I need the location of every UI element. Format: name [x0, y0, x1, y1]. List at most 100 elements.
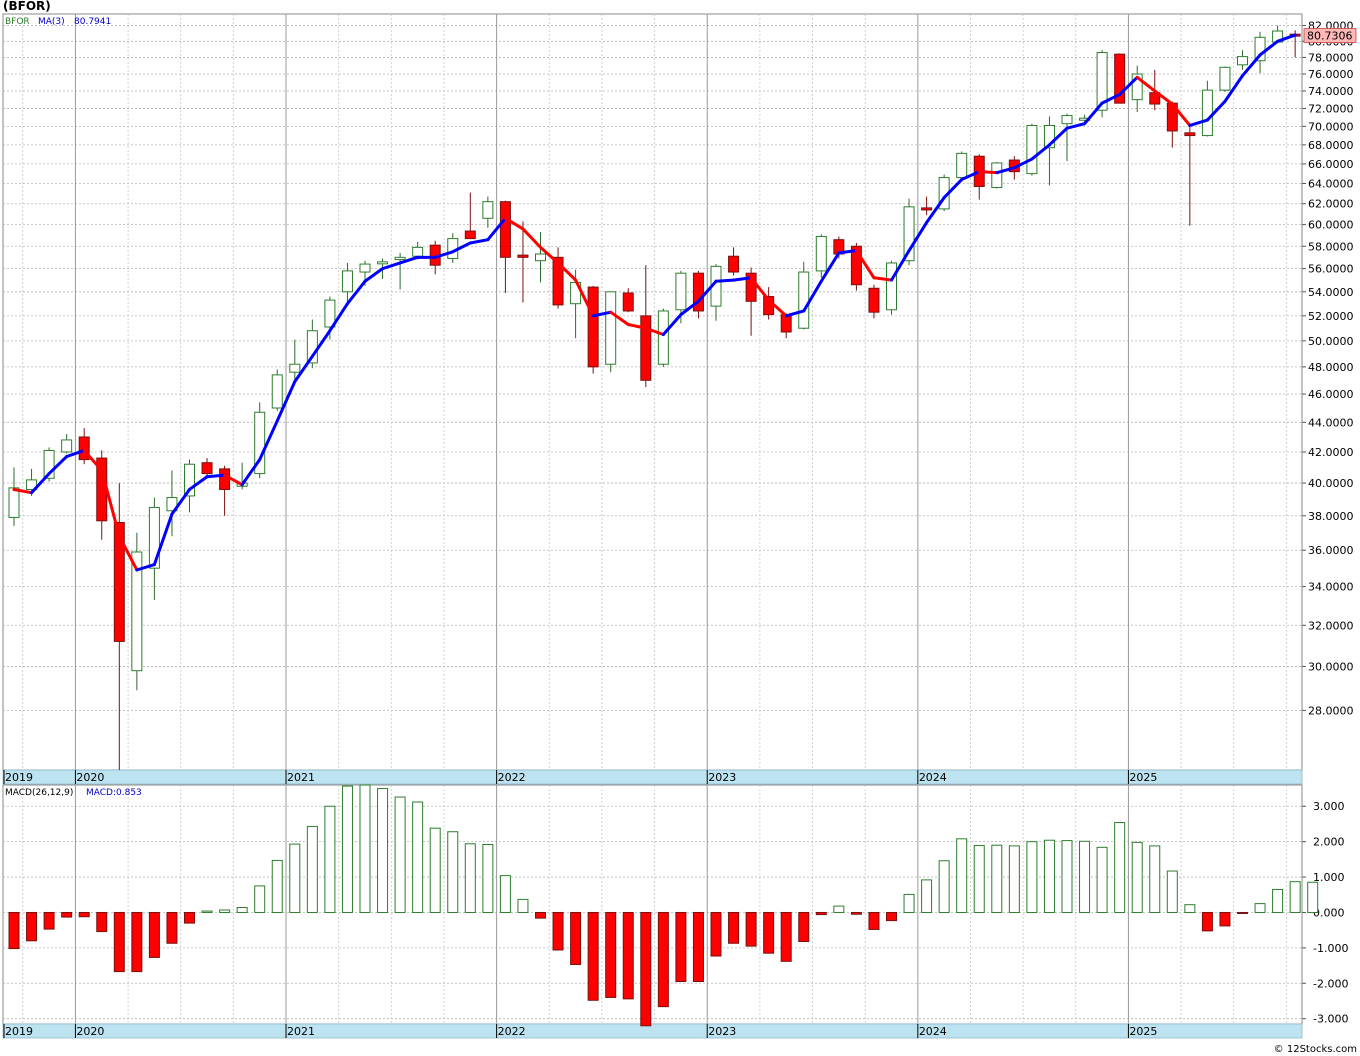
candle: [61, 434, 73, 454]
ma-line-segment: [1083, 101, 1104, 126]
macd-bar-positive: [956, 838, 968, 913]
candle-body-up: [1201, 89, 1213, 137]
legend-symbol: BFOR: [5, 17, 30, 27]
ma-line-segment: [890, 249, 911, 282]
candle: [657, 308, 669, 367]
candle-body-up: [605, 291, 617, 365]
macd-bar-positive: [289, 843, 301, 913]
ma-line-segment: [574, 278, 595, 318]
ma-line-segment: [854, 249, 876, 280]
candle: [201, 458, 213, 477]
candle: [43, 447, 55, 482]
ma-line-segment: [117, 534, 139, 572]
candle: [1237, 50, 1248, 70]
macd-bar-positive: [903, 893, 915, 913]
candle-body-up: [184, 463, 195, 497]
macd-bar-negative: [675, 911, 687, 983]
candle-body-up: [412, 246, 424, 257]
candle-body-up: [377, 261, 389, 265]
candle: [271, 369, 283, 411]
macd-bar-positive: [306, 825, 318, 913]
candle: [991, 161, 1003, 189]
ma-line-segment: [1188, 118, 1209, 127]
candle-body-up: [991, 162, 1003, 189]
ma-line-segment: [784, 309, 806, 318]
price-y-tick-label: 36.0000: [1308, 544, 1354, 557]
candle: [903, 198, 915, 266]
candle: [464, 192, 476, 240]
ma-line-segment: [714, 278, 736, 283]
ma-line-segment: [451, 241, 472, 254]
price-y-tick-label: 44.0000: [1308, 416, 1354, 429]
ma-line-segment: [468, 238, 490, 245]
candle-body-up: [254, 411, 266, 475]
candle-body-up: [1219, 66, 1231, 91]
candle: [798, 261, 810, 330]
candle-body-up: [657, 310, 669, 365]
last-price-label: 80.7306: [1307, 30, 1353, 43]
price-y-tick-label: 70.0000: [1308, 120, 1354, 133]
candle: [148, 497, 160, 600]
macd-panel: 3.000 2.000 1.000 0.000 -1.000 -2.000 -3.000 20…: [2, 784, 1348, 1039]
candle: [254, 402, 266, 479]
macd-bar-negative: [657, 911, 669, 1008]
price-panel: 82.000080.000078.000076.000074.000072.00…: [2, 13, 1357, 785]
macd-y-tick-label: 1.000: [1313, 871, 1345, 884]
macd-bar-positive: [482, 843, 494, 913]
candle: [517, 221, 529, 303]
price-y-tick-label: 48.0000: [1308, 361, 1354, 374]
macd-bar-negative: [184, 911, 195, 924]
ma-line-segment: [907, 221, 929, 253]
candle: [921, 196, 933, 216]
macd-bar-positive: [429, 827, 441, 913]
macd-bar-positive: [271, 859, 283, 913]
macd-bar-positive: [991, 844, 1003, 913]
candle-body-up: [482, 201, 494, 219]
macd-bar-negative: [113, 911, 125, 973]
macd-bar-negative: [552, 911, 564, 951]
price-y-tick-label: 72.0000: [1308, 102, 1354, 115]
ma-line-segment: [328, 302, 349, 333]
ma-line-segment: [1258, 39, 1280, 57]
price-x-axis-bar: [2, 769, 1303, 785]
macd-bar-negative: [850, 911, 862, 915]
price-x-tick-label: 2019: [5, 771, 33, 784]
candle-body-up: [675, 272, 687, 311]
macd-x-tick-label: 2020: [76, 1025, 104, 1038]
macd-bar-positive: [1254, 903, 1266, 913]
candle: [692, 270, 704, 319]
ma-line-segment: [152, 512, 174, 567]
ma-line-segment: [275, 380, 297, 423]
macd-x-tick-label: 2022: [498, 1025, 526, 1038]
price-x-tick-label: 2024: [919, 771, 947, 784]
candle-body-up: [956, 152, 968, 179]
macd-bar-positive: [938, 860, 950, 913]
macd-bar-negative: [728, 911, 740, 944]
ma-line-segment: [837, 249, 858, 255]
ma-line-segment: [170, 487, 191, 516]
macd-bar-negative: [78, 911, 90, 918]
ma-line-segment: [293, 354, 314, 384]
last-price-tag: [1303, 28, 1357, 43]
candle-body-up: [1061, 115, 1073, 125]
macd-x-tick-label: 2024: [919, 1025, 947, 1038]
candle-body-up: [289, 363, 301, 373]
price-x-tick-label: 2025: [1129, 771, 1157, 784]
price-y-tick-label: 64.0000: [1308, 178, 1354, 191]
candle-body-up: [1254, 36, 1266, 62]
candle-body-down: [552, 256, 564, 306]
ma-line-segment: [1118, 75, 1139, 96]
candle-body-up: [798, 271, 810, 329]
price-y-tick-label: 68.0000: [1308, 139, 1354, 152]
ma-line-segment: [398, 255, 420, 265]
candle-body-up: [324, 299, 336, 328]
ma-line-segment: [1012, 157, 1034, 170]
ma-line-segment: [47, 455, 69, 476]
candle-body-up: [1131, 73, 1143, 101]
macd-bar-negative: [1201, 911, 1213, 932]
candle-body-down: [587, 286, 599, 368]
macd-bar-negative: [868, 911, 880, 930]
candle: [868, 284, 880, 319]
macd-bar-positive: [1272, 888, 1284, 913]
macd-bar-positive: [394, 796, 406, 913]
